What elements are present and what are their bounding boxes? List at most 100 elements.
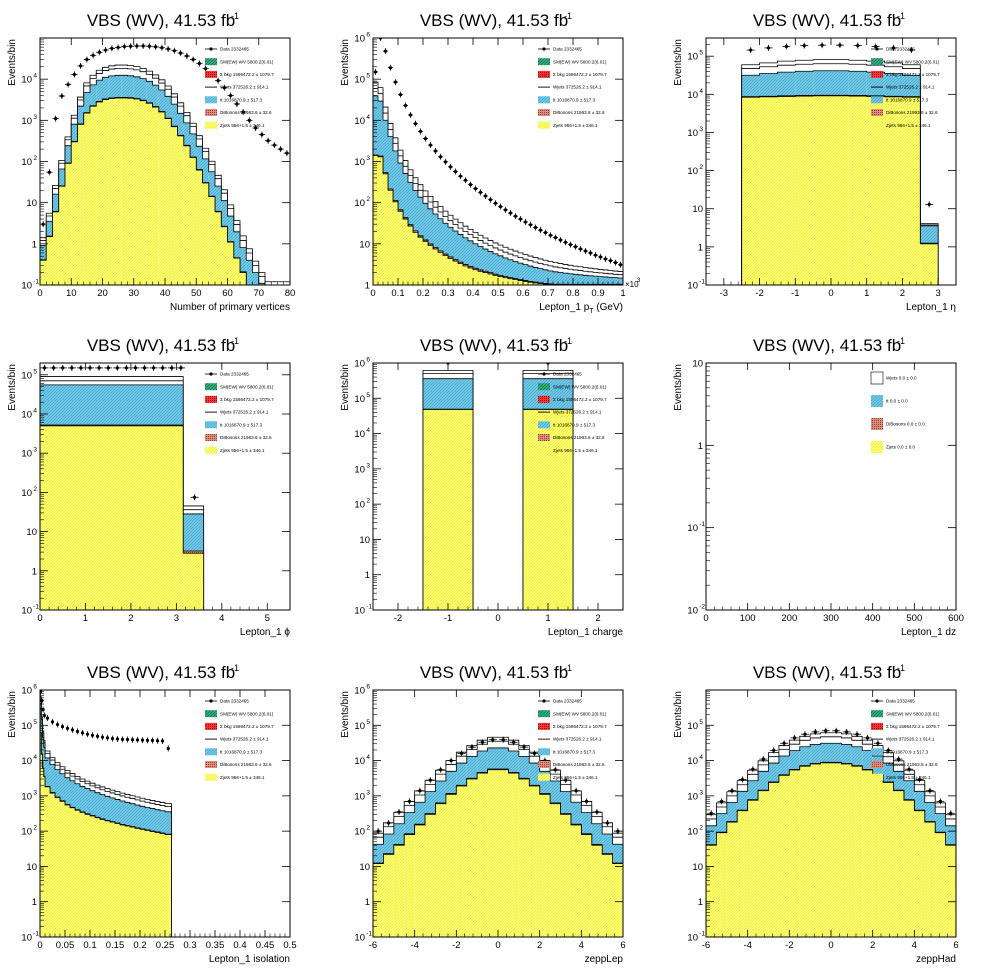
bar-sig-10: [75, 776, 80, 780]
bar-zjets-21: [924, 822, 936, 937]
bar-sig-18: [115, 791, 120, 795]
y-axis-label: Events/bin: [7, 691, 18, 738]
bar-sig-6: [848, 60, 867, 65]
bar-wjets-17: [883, 756, 894, 764]
bar-sig-4: [747, 770, 759, 775]
bar-tt-0: [40, 384, 184, 425]
data-point-19: [468, 182, 473, 187]
data-point-26: [204, 67, 208, 71]
bar-sig-24: [190, 123, 197, 127]
bar-zjets-0: [706, 845, 717, 937]
y-tick-label: 1: [698, 897, 703, 908]
y-tick-exponent: 3: [699, 126, 703, 133]
bar-tt-19: [903, 780, 915, 800]
bar-zjets-22: [483, 272, 488, 285]
bar-tt-20: [165, 96, 172, 119]
y-tick-exponent: -2: [699, 604, 705, 611]
bar-tt-31: [233, 231, 240, 258]
data-point-16: [876, 741, 880, 745]
bar-zjets-4: [813, 95, 831, 285]
bar-tt-28: [513, 261, 518, 279]
y-tick-exponent: 2: [33, 155, 37, 162]
bar-zjets-19: [570, 824, 582, 937]
bar-wjets-13: [841, 737, 852, 745]
x-tick-label: 1: [620, 288, 625, 299]
y-tick-label: 10: [354, 606, 365, 617]
bar-sig-49: [618, 271, 623, 275]
x-tick-label: 300: [823, 613, 839, 624]
bar-sig-24: [145, 799, 150, 803]
bar-tt-1: [183, 513, 204, 551]
data-point-27: [160, 739, 165, 743]
bar-sig-19: [903, 770, 915, 775]
bar-zjets-8: [884, 96, 903, 285]
bar-wjets-22: [483, 243, 488, 250]
y-tick-label: 10: [354, 933, 365, 944]
bar-wjets-34: [543, 264, 548, 270]
bar-wjets-19: [158, 83, 165, 91]
bar-wjets-45: [598, 272, 603, 277]
bar-zjets-10: [75, 810, 80, 937]
bar-zjets-7: [445, 794, 457, 937]
bar-tt-17: [110, 797, 115, 822]
legend-swatch-diboson: [205, 761, 217, 768]
bar-sig-32: [533, 257, 538, 263]
legend-label-data: Data 2332465: [553, 699, 582, 704]
y-tick-label: 10: [21, 370, 32, 381]
bar-zjets-17: [883, 782, 894, 937]
bar-zjets-4: [393, 201, 398, 285]
data-point-28: [166, 746, 170, 751]
bar-tt-15: [133, 76, 140, 99]
bar-zjets-27: [508, 278, 513, 285]
bar-zjets-13: [841, 763, 852, 937]
bar-wjets-32: [240, 240, 247, 248]
x-tick-label: 2: [128, 613, 133, 624]
y-axis-label: Events/bin: [340, 39, 351, 86]
chart-title: VBS (WV), 41.53 fb: [420, 663, 568, 682]
chart-title: VBS (WV), 41.53 fb: [753, 336, 901, 355]
bar-diboson-3: [388, 188, 393, 191]
bar-zjets-17: [146, 103, 153, 285]
data-point-47: [608, 259, 613, 263]
bar-tt-2: [52, 194, 59, 212]
bar-zjets-30: [523, 281, 528, 285]
legend-label-zjets: Zjets 956+1.5 ± 346.1: [886, 123, 931, 128]
y-tick-label: 10: [21, 933, 32, 944]
bar-tt-3: [388, 136, 393, 189]
data-point-22: [179, 51, 183, 55]
data-point-12: [433, 149, 438, 153]
bar-wjets-0: [423, 373, 473, 379]
bar-tt-5: [758, 771, 769, 791]
x-tick-label: -4: [410, 940, 418, 951]
bar-wjets-35: [548, 265, 553, 271]
bar-sig-26: [202, 148, 209, 152]
data-point-41: [578, 247, 583, 251]
y-tick-label: 10: [359, 862, 370, 873]
bar-sig-14: [851, 736, 863, 741]
bar-tt-43: [588, 275, 593, 285]
bar-tt-2: [393, 823, 405, 845]
x-tick-label: 5: [265, 613, 270, 624]
x-tick-label: 40: [160, 288, 171, 299]
bar-zjets-8: [413, 232, 418, 285]
bar-zjets-11: [428, 245, 433, 285]
bar-sig-22: [177, 102, 184, 107]
data-point-15: [135, 44, 139, 48]
bar-zjets-6: [403, 219, 408, 285]
plot-area: [706, 727, 956, 937]
bar-tt-27: [160, 810, 165, 833]
y-tick-label: 1: [32, 566, 37, 577]
bar-zjets-5: [71, 141, 78, 285]
bar-sig-12: [115, 65, 122, 69]
bar-diboson-27: [508, 277, 513, 279]
bar-tt-21: [171, 104, 178, 127]
bar-wjets-19: [570, 794, 582, 803]
bar-diboson-22: [483, 271, 488, 273]
data-point-5: [398, 93, 403, 97]
bar-tt-1: [759, 73, 778, 97]
bar-wjets-9: [418, 190, 423, 198]
y-tick-label: 10: [26, 527, 37, 538]
bar-wjets-3: [43, 742, 45, 748]
legend-swatch-bkg: [538, 70, 550, 78]
bar-diboson-6: [403, 217, 408, 220]
